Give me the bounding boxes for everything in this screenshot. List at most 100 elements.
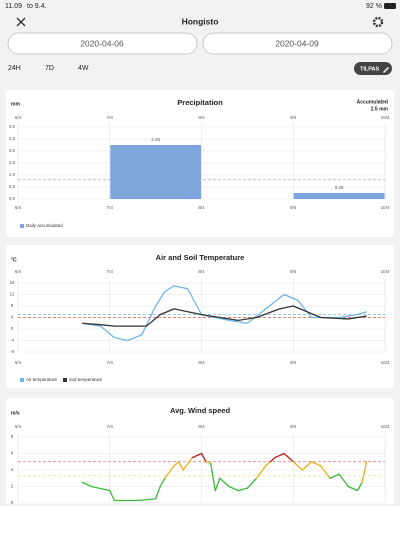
- line-segment: [136, 498, 157, 502]
- y-tick-label: 16: [9, 280, 15, 285]
- chart-title: Precipitation: [177, 98, 223, 107]
- range-tab[interactable]: 4W: [78, 65, 89, 72]
- line-segment: [301, 461, 313, 471]
- y-tick-label: 0: [11, 500, 14, 505]
- start-date: 2020-04-06: [80, 38, 124, 48]
- y-tick-label: 2,5: [9, 136, 16, 141]
- legend-swatch: [20, 224, 24, 228]
- x-tick-label: 9/4: [290, 269, 297, 274]
- line-segment: [237, 487, 249, 492]
- x-tick-label: 6/4: [15, 205, 22, 210]
- legend-swatch: [63, 378, 68, 382]
- customize-label: TILPAS: [360, 66, 379, 72]
- bar: [293, 193, 385, 199]
- y-tick-label: 8: [11, 434, 14, 439]
- line-segment: [320, 465, 331, 479]
- y-tick-label: 8: [11, 303, 14, 308]
- line-segment: [109, 489, 115, 502]
- line-segment: [219, 477, 230, 488]
- y-tick-label: 12: [9, 292, 15, 297]
- x-tick-label: 8/4: [198, 424, 205, 429]
- y-tick-label: 6: [11, 451, 14, 456]
- line-segment: [200, 452, 207, 463]
- line-segment: [292, 461, 304, 471]
- line-segment: [177, 461, 184, 471]
- line-segment: [159, 477, 166, 488]
- x-tick-label: 7/4: [107, 269, 114, 274]
- status-date: to 9.4.: [27, 3, 47, 10]
- x-tick-label: 9/4: [290, 115, 297, 120]
- data-label: 2.25: [151, 137, 160, 142]
- x-tick-label: 10/4: [381, 269, 390, 274]
- line-segment: [274, 452, 285, 459]
- bar: [110, 145, 201, 199]
- y-tick-label: 2: [11, 484, 14, 489]
- line-segment: [338, 473, 349, 488]
- y-tick-label: 3,0: [9, 124, 16, 129]
- line-segment: [310, 461, 322, 467]
- unit-label: mm: [11, 101, 20, 107]
- unit-label: m/s: [11, 410, 20, 416]
- y-tick-label: 0: [11, 326, 14, 331]
- battery-icon: [384, 3, 396, 9]
- status-battery: 92 %: [366, 3, 382, 10]
- settings-button[interactable]: [372, 16, 384, 28]
- card: [6, 398, 394, 533]
- customize-button[interactable]: [354, 62, 392, 75]
- x-tick-label: 9/4: [290, 360, 297, 365]
- line-segment: [361, 461, 368, 484]
- line-segment: [255, 465, 267, 479]
- range-tab[interactable]: 24H: [8, 65, 21, 72]
- close-button[interactable]: [16, 17, 26, 27]
- line-segment: [81, 481, 93, 488]
- legend-label: Soil temperature: [69, 377, 103, 382]
- x-tick-label: 7/4: [107, 424, 114, 429]
- y-tick-label: -4: [10, 338, 14, 343]
- x-tick-label: 10/4: [381, 115, 390, 120]
- end-date: 2020-04-09: [275, 38, 319, 48]
- x-tick-label: 9/4: [290, 205, 297, 210]
- unit-label: °C: [11, 257, 17, 263]
- line-segment: [265, 461, 271, 467]
- x-tick-label: 8/4: [198, 205, 205, 210]
- line-segment: [246, 477, 258, 489]
- line-segment: [182, 456, 193, 471]
- legend-label: Air temperature: [26, 377, 58, 382]
- legend-label: Daily accumulated: [26, 223, 63, 228]
- pencil-icon: [383, 67, 389, 73]
- accumulated-value: 2.5 mm: [371, 106, 389, 112]
- line-segment: [164, 465, 175, 479]
- y-tick-label: 1,5: [9, 160, 16, 165]
- chart-title: Air and Soil Temperature: [156, 253, 245, 262]
- x-tick-label: 6/4: [15, 115, 22, 120]
- line-segment: [90, 485, 111, 492]
- end-date-button[interactable]: [202, 32, 393, 55]
- y-tick-label: 0,5: [9, 184, 16, 189]
- x-tick-label: 7/4: [107, 205, 114, 210]
- x-tick-label: 6/4: [15, 269, 22, 274]
- y-tick-label: 4: [11, 467, 14, 472]
- bottom-nav: [0, 504, 400, 533]
- line-segment: [191, 452, 203, 459]
- range-tab[interactable]: 7D: [45, 65, 54, 72]
- status-time: 11.09: [5, 3, 22, 10]
- x-tick-label: 10/4: [381, 360, 390, 365]
- x-tick-label: 8/4: [198, 115, 205, 120]
- x-tick-label: 10/4: [381, 205, 390, 210]
- x-tick-label: 6/4: [15, 424, 22, 429]
- card: [6, 245, 394, 388]
- x-tick-label: 10/4: [381, 424, 390, 429]
- x-tick-label: 8/4: [198, 269, 205, 274]
- line: [82, 305, 367, 327]
- line-segment: [154, 485, 161, 500]
- chart-title: Avg. Wind speed: [170, 406, 230, 415]
- start-date-button[interactable]: [7, 32, 198, 55]
- x-tick-label: 8/4: [198, 360, 205, 365]
- data-label: 0.25: [335, 185, 344, 190]
- line-segment: [228, 485, 239, 492]
- line-segment: [210, 462, 216, 492]
- x-tick-label: 9/4: [290, 424, 297, 429]
- line-segment: [269, 456, 276, 463]
